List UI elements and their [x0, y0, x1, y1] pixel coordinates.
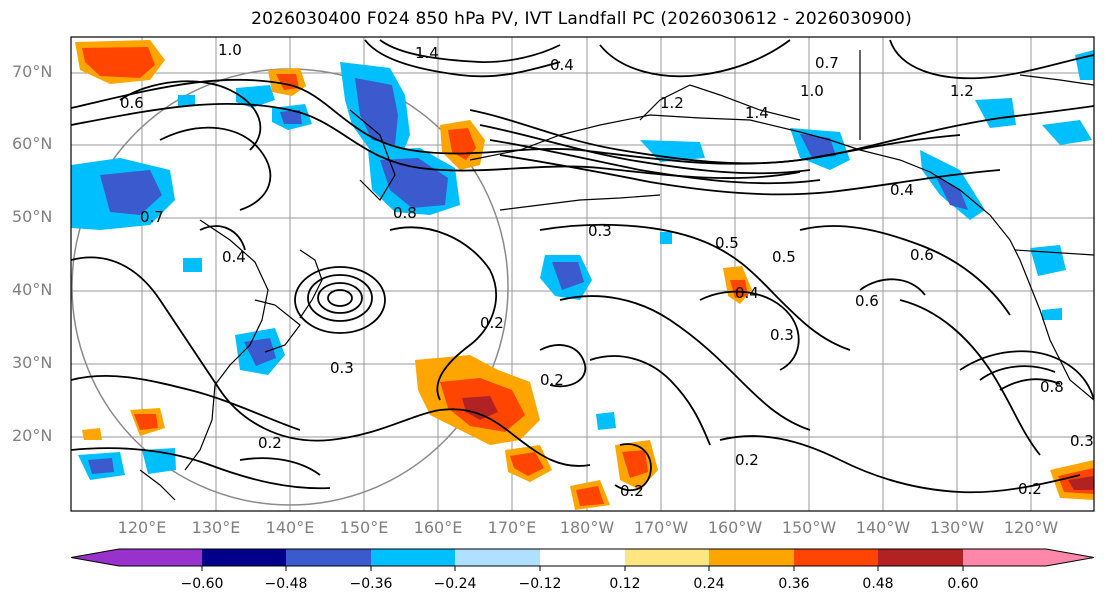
lon-label: 150°E	[339, 518, 389, 537]
colorbar-segment	[963, 549, 1094, 566]
colorbar-segment	[286, 549, 371, 566]
contour-label: 0.8	[1040, 378, 1064, 396]
contour-label: 0.8	[393, 204, 417, 222]
colorbar-tick: −0.36	[349, 576, 393, 592]
negative-anomaly-fills	[71, 50, 1094, 480]
lon-label: 160°W	[707, 518, 763, 537]
contour-label: 0.7	[815, 54, 839, 72]
colorbar-segment	[371, 549, 455, 566]
contour-label: 0.2	[540, 371, 564, 389]
lon-label: 120°E	[117, 518, 167, 537]
colorbar-segment	[794, 549, 878, 566]
lat-label: 70°N	[12, 62, 53, 81]
colorbar-segment	[455, 549, 540, 566]
contour-label: 0.2	[258, 434, 282, 452]
lon-label: 130°W	[929, 518, 985, 537]
contour-label: 0.4	[222, 248, 246, 266]
colorbar-segment	[540, 549, 625, 566]
lat-label: 30°N	[12, 353, 53, 372]
contour-label: 1.0	[218, 41, 242, 59]
lon-label: 120°W	[1003, 518, 1059, 537]
lon-label: 180°W	[559, 518, 615, 537]
colorbar-tick: 0.36	[778, 576, 810, 592]
contour-label: 0.6	[120, 94, 144, 112]
contour-label: 0.5	[772, 248, 796, 266]
colorbar-tick: 0.60	[947, 576, 979, 592]
lon-label: 170°E	[487, 518, 537, 537]
contour-label: 0.2	[480, 314, 504, 332]
contour-label: 0.4	[735, 284, 759, 302]
colorbar-tick: 0.48	[862, 576, 894, 592]
colorbar-segment	[71, 549, 202, 566]
contour-label: 0.4	[550, 56, 574, 74]
colorbar-tick: −0.24	[433, 576, 477, 592]
contour-label: 1.2	[950, 82, 974, 100]
contour-label: 0.3	[588, 222, 612, 240]
colorbar-tick: 0.12	[609, 576, 641, 592]
colorbar-segment	[709, 549, 794, 566]
lat-label: 20°N	[12, 426, 53, 445]
colorbar-segment	[625, 549, 709, 566]
coastlines	[139, 50, 1094, 501]
lon-label: 160°E	[413, 518, 463, 537]
lon-label: 170°W	[633, 518, 689, 537]
colorbar-tick: −0.60	[180, 576, 224, 592]
contour-label: 1.4	[745, 104, 769, 122]
colorbar-outline	[70, 548, 1095, 567]
lat-label: 50°N	[12, 207, 53, 226]
contour-label: 0.4	[890, 181, 914, 199]
contour-label: 0.3	[330, 359, 354, 377]
contour-label: 0.2	[620, 482, 644, 500]
contour-label: 1.2	[660, 94, 684, 112]
lat-label: 60°N	[12, 134, 53, 153]
contour-label: 0.3	[1070, 432, 1094, 450]
contour-label-group: 1.0 1.4 0.7 0.4 0.6 1.0 1.2 0.5 0.4 0.3 …	[120, 41, 1094, 500]
colorbar	[70, 548, 1095, 571]
lon-label: 150°W	[781, 518, 837, 537]
contour-label: 0.3	[770, 326, 794, 344]
contour-label: 0.7	[140, 208, 164, 226]
contour-label: 1.0	[800, 82, 824, 100]
colorbar-segment	[202, 549, 286, 566]
figure-title: 2026030400 F024 850 hPa PV, IVT Landfall…	[251, 9, 912, 29]
colorbar-segment	[878, 549, 963, 566]
pv-contours	[71, 39, 1094, 494]
lon-label: 140°W	[855, 518, 911, 537]
map-panel: 1.0 1.4 0.7 0.4 0.6 1.0 1.2 0.5 0.4 0.3 …	[70, 36, 1095, 512]
lon-label: 140°E	[265, 518, 315, 537]
lon-label: 130°E	[191, 518, 241, 537]
lat-label: 40°N	[12, 280, 53, 299]
contour-label: 0.6	[910, 246, 934, 264]
contour-label: 0.6	[855, 292, 879, 310]
contour-label: 0.5	[715, 234, 739, 252]
colorbar-tick: 0.24	[693, 576, 725, 592]
contour-label: 0.2	[1018, 480, 1042, 498]
contour-label: 1.4	[415, 44, 439, 62]
colorbar-tick: −0.48	[264, 576, 308, 592]
colorbar-tick: −0.12	[518, 576, 562, 592]
contour-label: 0.2	[735, 451, 759, 469]
